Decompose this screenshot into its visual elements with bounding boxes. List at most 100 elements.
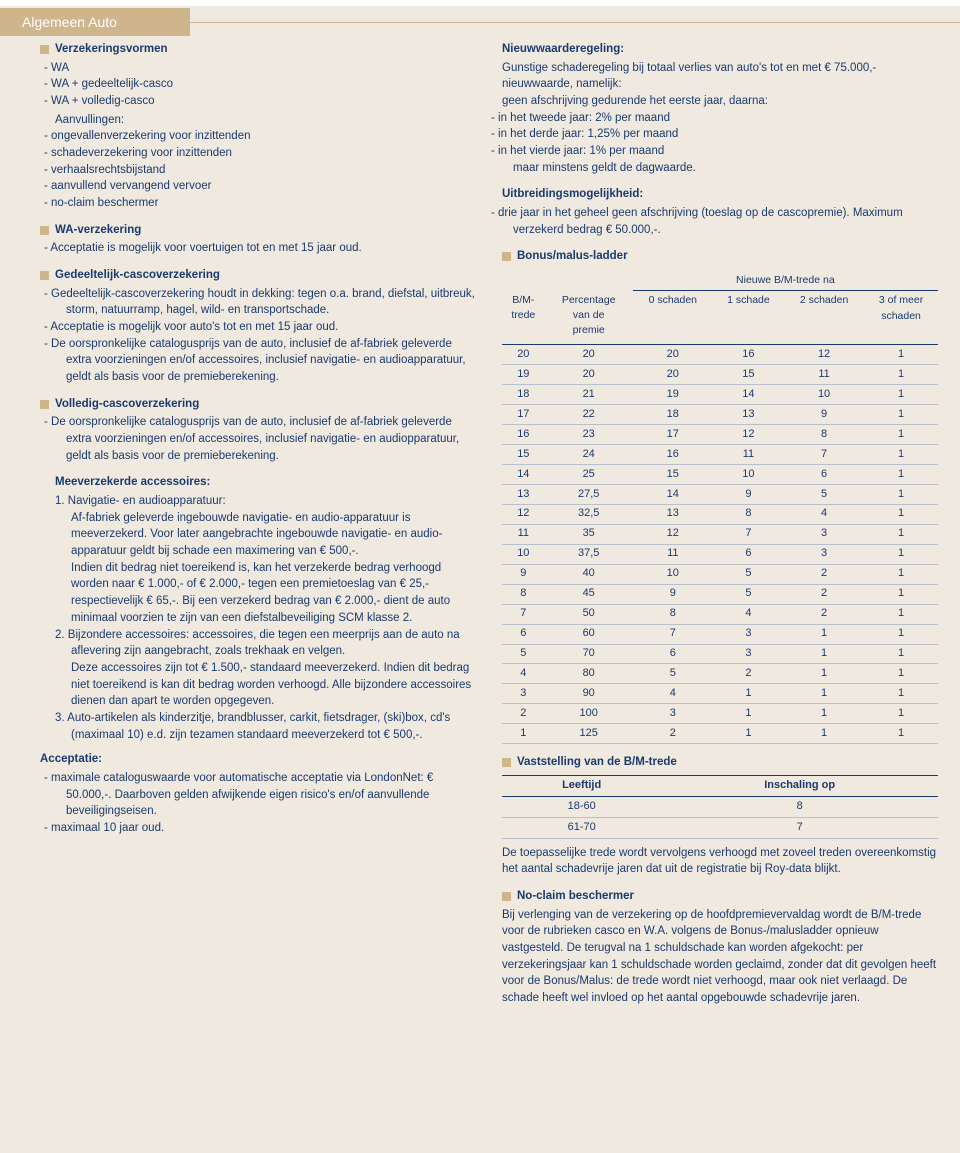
list-item: Gedeeltelijk-cascoverzekering houdt in d…	[55, 286, 476, 319]
table-cell: 4	[633, 684, 713, 704]
list: Acceptatie is mogelijk voor voertuigen t…	[40, 240, 476, 257]
table-cell: 125	[545, 724, 633, 744]
table-cell: 11	[784, 365, 864, 385]
right-column: Nieuwwaarderegeling: Gunstige schaderege…	[502, 41, 938, 1017]
table-cell: 1	[864, 524, 938, 544]
bullet-square-icon	[40, 400, 49, 409]
list-item: De oorspronkelijke catalogusprijs van de…	[55, 336, 476, 386]
section-heading: Vaststelling van de B/M-trede	[517, 754, 677, 771]
table-cell: 1	[864, 465, 938, 485]
section-nieuwwaarde: Nieuwwaarderegeling: Gunstige schaderege…	[502, 41, 938, 176]
list-item: WA + gedeeltelijk-casco	[55, 76, 476, 93]
table-cell: 61-70	[502, 817, 661, 838]
table-cell: 9	[502, 564, 545, 584]
table-cell: 7	[713, 524, 784, 544]
table-cell: 6	[633, 644, 713, 664]
table-cell: 7	[502, 604, 545, 624]
table-cell: 20	[545, 345, 633, 365]
table-cell: 20	[633, 365, 713, 385]
table-cell: 7	[633, 624, 713, 644]
section-noclaim: No-claim beschermer Bij verlenging van d…	[502, 888, 938, 1007]
table-cell: 3	[784, 524, 864, 544]
table-cell: 1	[864, 624, 938, 644]
bullet-square-icon	[40, 45, 49, 54]
table-cell: 1	[864, 664, 938, 684]
table-row: 5706311	[502, 644, 938, 664]
list: ongevallenverzekering voor inzittendensc…	[40, 128, 476, 211]
table-cell: 22	[545, 405, 633, 425]
table-cell: 1	[784, 644, 864, 664]
top-white-strip	[0, 0, 960, 6]
table-cell: 20	[502, 345, 545, 365]
table-row: 61-707	[502, 817, 938, 838]
table-row: 1037,511631	[502, 544, 938, 564]
section-heading: Bonus/malus-ladder	[517, 248, 628, 265]
list: drie jaar in het geheel geen afschrijvin…	[502, 205, 938, 238]
table-row: 20202016121	[502, 345, 938, 365]
table-cell: 100	[545, 704, 633, 724]
table-cell: 13	[502, 485, 545, 505]
table-cell: 9	[633, 584, 713, 604]
list: De oorspronkelijke catalogusprijs van de…	[40, 414, 476, 464]
table-cell: 2	[633, 724, 713, 744]
table-cell: 10	[502, 544, 545, 564]
accessoires-heading: Meeverzekerde accessoires:	[40, 474, 476, 491]
table-row: 18211914101	[502, 385, 938, 405]
numbered-list: 1. Navigatie- en audioapparatuur: Af-fab…	[40, 493, 476, 743]
table-cell: 3	[784, 544, 864, 564]
section-uitbreiding: Uitbreidingsmogelijkheid: drie jaar in h…	[502, 186, 938, 238]
table-cell: 1	[784, 684, 864, 704]
table-cell: 12	[713, 425, 784, 445]
list-item: in het tweede jaar: 2% per maand	[502, 110, 938, 127]
list: WAWA + gedeeltelijk-cascoWA + volledig-c…	[40, 60, 476, 110]
table-row: 18-608	[502, 796, 938, 817]
table-cell: 1	[864, 504, 938, 524]
table-cell: 24	[545, 445, 633, 465]
page-title: Algemeen Auto	[22, 12, 117, 32]
table-cell: 17	[502, 405, 545, 425]
list: in het tweede jaar: 2% per maandin het d…	[502, 110, 938, 177]
table-cell: 1	[784, 624, 864, 644]
table-cell: 14	[502, 465, 545, 485]
table-cell: 60	[545, 624, 633, 644]
table-cell: 5	[713, 584, 784, 604]
table-group-header: Nieuwe B/M-trede na	[633, 271, 938, 291]
table-cell: 1	[713, 684, 784, 704]
table-cell: 80	[545, 664, 633, 684]
table-cell: 16	[633, 445, 713, 465]
table-cell: 3	[713, 644, 784, 664]
table-cell: 18-60	[502, 796, 661, 817]
table-cell: 16	[713, 345, 784, 365]
table-row: 1722181391	[502, 405, 938, 425]
nieuwwaarde-heading: Nieuwwaarderegeling:	[502, 41, 938, 58]
table-cell: 5	[784, 485, 864, 505]
table-cell: 1	[864, 425, 938, 445]
table-cell: 21	[545, 385, 633, 405]
list-item: Acceptatie is mogelijk voor auto's tot e…	[55, 319, 476, 336]
table-cell: 50	[545, 604, 633, 624]
table-cell: 1	[864, 544, 938, 564]
table-row: 1425151061	[502, 465, 938, 485]
table-cell: 10	[784, 385, 864, 405]
paragraph: Bij verlenging van de verzekering op de …	[502, 907, 938, 1007]
table-cell: 10	[713, 465, 784, 485]
table-cell: 6	[502, 624, 545, 644]
table-cell: 1	[864, 405, 938, 425]
table-cell: 20	[545, 365, 633, 385]
section-vaststelling: Vaststelling van de B/M-trede LeeftijdIn…	[502, 754, 938, 878]
table-cell: 4	[784, 504, 864, 524]
table-cell: 1	[864, 445, 938, 465]
uitbreiding-heading: Uitbreidingsmogelijkheid:	[502, 186, 938, 203]
list: Gedeeltelijk-cascoverzekering houdt in d…	[40, 286, 476, 386]
paragraph: De toepasselijke trede wordt vervolgens …	[502, 845, 938, 878]
section-heading: Verzekeringsvormen	[55, 41, 168, 58]
table-cell: 7	[784, 445, 864, 465]
table-cell: 1	[864, 604, 938, 624]
list-item: drie jaar in het geheel geen afschrijvin…	[502, 205, 938, 238]
table-cell: 1	[864, 365, 938, 385]
list-item: in het derde jaar: 1,25% per maand	[502, 126, 938, 143]
table-col-header: 3 of meer schaden	[864, 291, 938, 345]
left-column: Verzekeringsvormen WAWA + gedeeltelijk-c…	[40, 41, 476, 1017]
page-body: Verzekeringsvormen WAWA + gedeeltelijk-c…	[0, 23, 960, 1027]
section-heading: Volledig-cascoverzekering	[55, 396, 199, 413]
